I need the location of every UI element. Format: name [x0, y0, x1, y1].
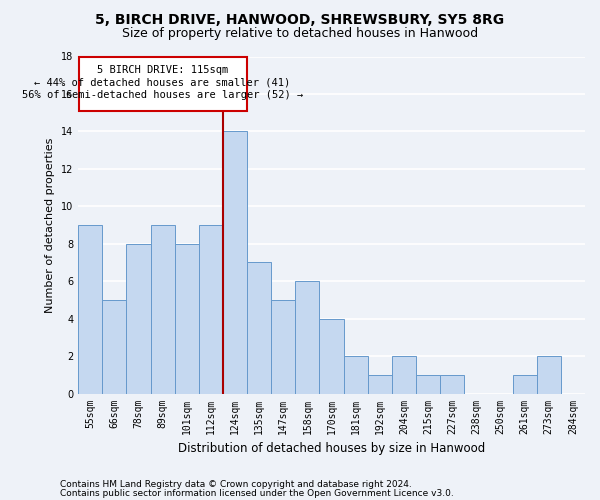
- Bar: [175, 244, 199, 394]
- Bar: [127, 244, 151, 394]
- Bar: [368, 375, 392, 394]
- Text: Size of property relative to detached houses in Hanwood: Size of property relative to detached ho…: [122, 28, 478, 40]
- Bar: [78, 225, 102, 394]
- Bar: [416, 375, 440, 394]
- Text: 5, BIRCH DRIVE, HANWOOD, SHREWSBURY, SY5 8RG: 5, BIRCH DRIVE, HANWOOD, SHREWSBURY, SY5…: [95, 12, 505, 26]
- Bar: [512, 375, 537, 394]
- Text: 5 BIRCH DRIVE: 115sqm: 5 BIRCH DRIVE: 115sqm: [97, 64, 228, 74]
- Bar: [79, 58, 247, 111]
- Bar: [199, 225, 223, 394]
- Text: Contains HM Land Registry data © Crown copyright and database right 2024.: Contains HM Land Registry data © Crown c…: [60, 480, 412, 489]
- Text: ← 44% of detached houses are smaller (41): ← 44% of detached houses are smaller (41…: [34, 77, 291, 87]
- Bar: [392, 356, 416, 394]
- Bar: [151, 225, 175, 394]
- Bar: [295, 281, 319, 394]
- Bar: [440, 375, 464, 394]
- Bar: [247, 262, 271, 394]
- X-axis label: Distribution of detached houses by size in Hanwood: Distribution of detached houses by size …: [178, 442, 485, 455]
- Bar: [223, 132, 247, 394]
- Bar: [271, 300, 295, 394]
- Bar: [537, 356, 561, 394]
- Text: Contains public sector information licensed under the Open Government Licence v3: Contains public sector information licen…: [60, 488, 454, 498]
- Bar: [102, 300, 127, 394]
- Y-axis label: Number of detached properties: Number of detached properties: [46, 138, 55, 312]
- Bar: [344, 356, 368, 394]
- Bar: [319, 318, 344, 394]
- Text: 56% of semi-detached houses are larger (52) →: 56% of semi-detached houses are larger (…: [22, 90, 303, 100]
